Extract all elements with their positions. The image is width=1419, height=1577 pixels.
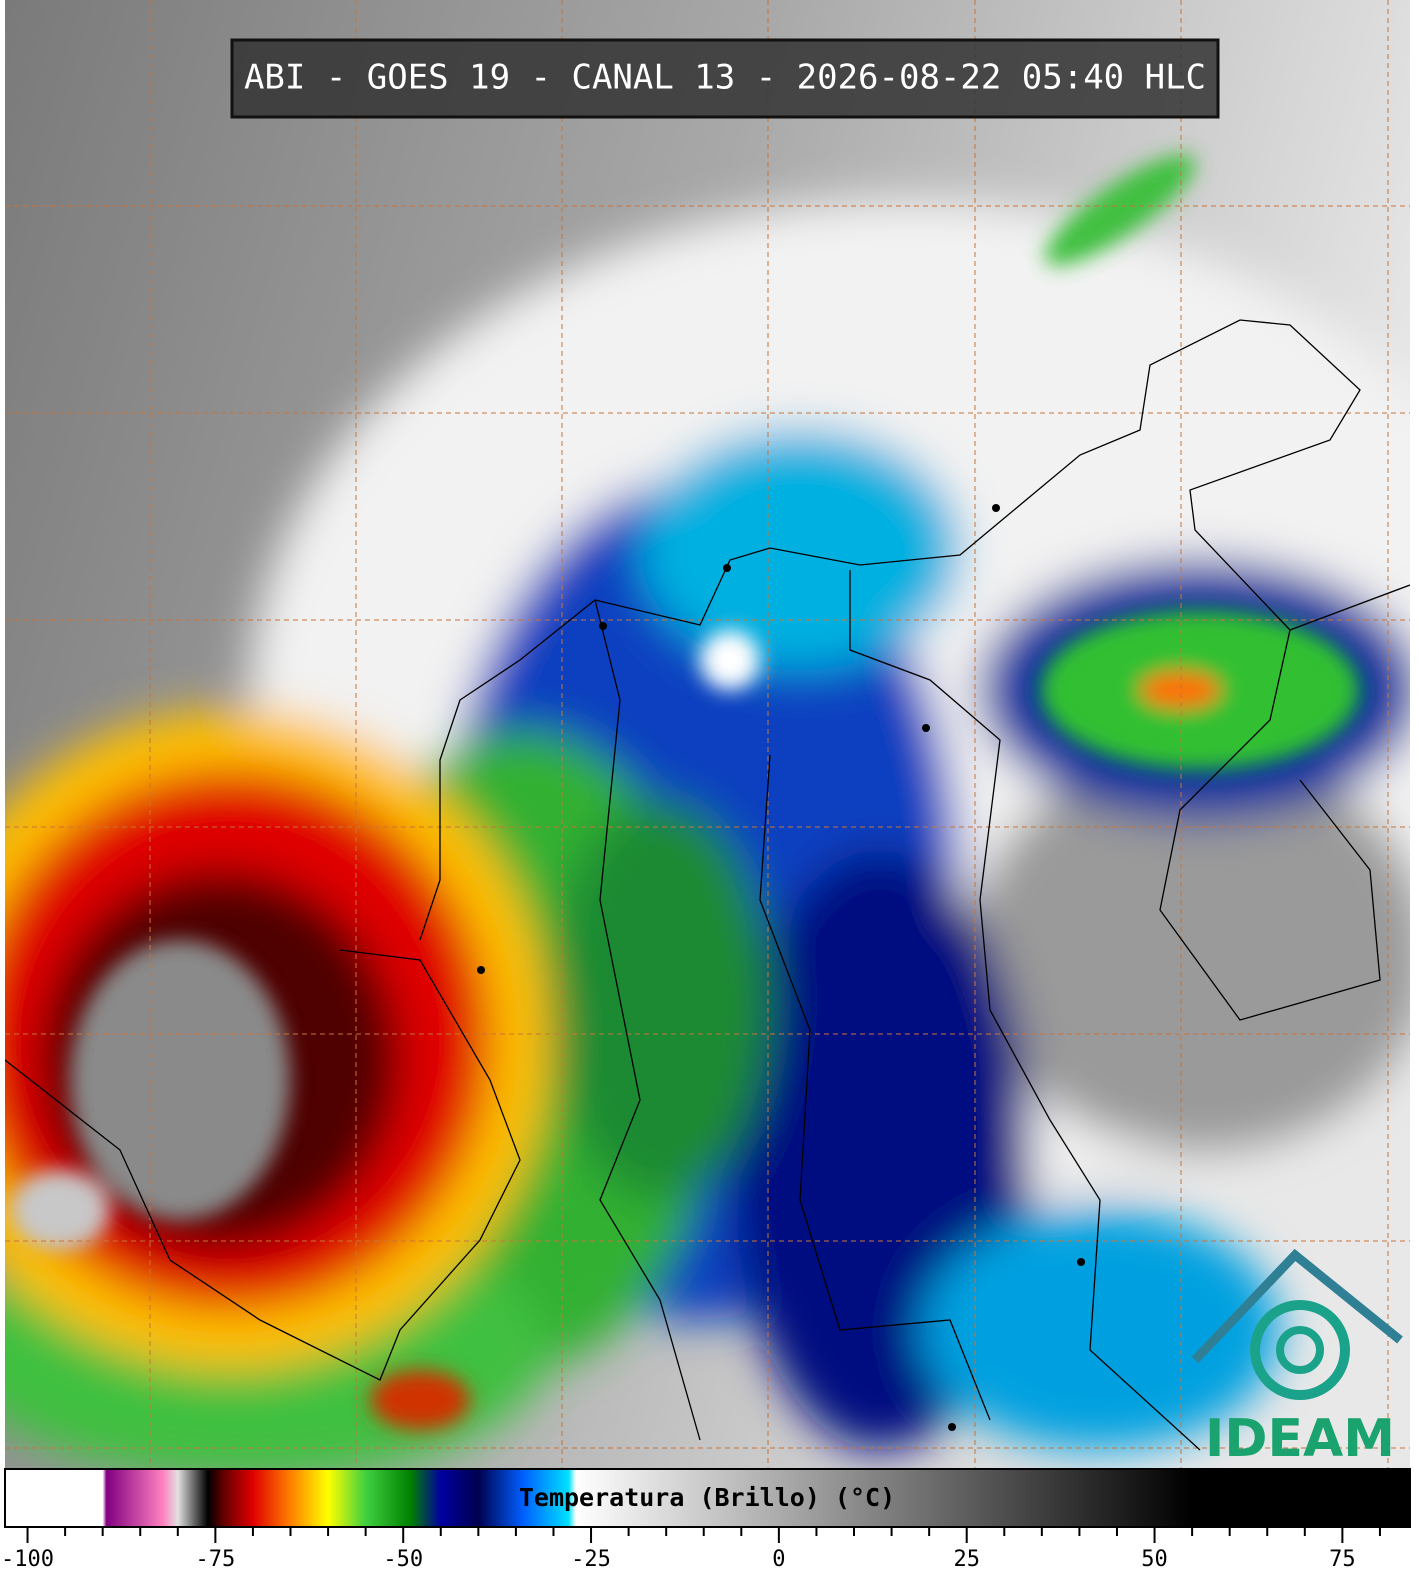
title-box (230, 38, 1220, 119)
title: ABI - GOES 19 - CANAL 13 - 2026-08-22 05… (244, 58, 1206, 98)
tick-label: 25 (953, 1547, 980, 1572)
colorbar-label: Temperatura (Brillo) (°C) (519, 1483, 895, 1512)
imagery: IDEAM (5, 0, 1410, 1469)
borders (5, 319, 1410, 1451)
logo-text: IDEAM (1205, 1409, 1395, 1469)
tick-label: -100 (1, 1547, 54, 1572)
tick-label: -75 (195, 1547, 235, 1572)
tick-label: -50 (383, 1547, 423, 1572)
tick-label: 75 (1329, 1547, 1356, 1572)
colorbar-gradient (4, 1468, 1411, 1528)
logo (1191, 1248, 1403, 1400)
cities (477, 504, 1085, 1431)
tick-label: 0 (772, 1547, 785, 1572)
tick-label: -25 (571, 1547, 611, 1572)
graticule (5, 0, 1410, 1468)
tick-label: 50 (1141, 1547, 1168, 1572)
colorbar: Temperatura (Brillo) (°C) -100 -75 -50 -25 0… (1, 1468, 1411, 1572)
